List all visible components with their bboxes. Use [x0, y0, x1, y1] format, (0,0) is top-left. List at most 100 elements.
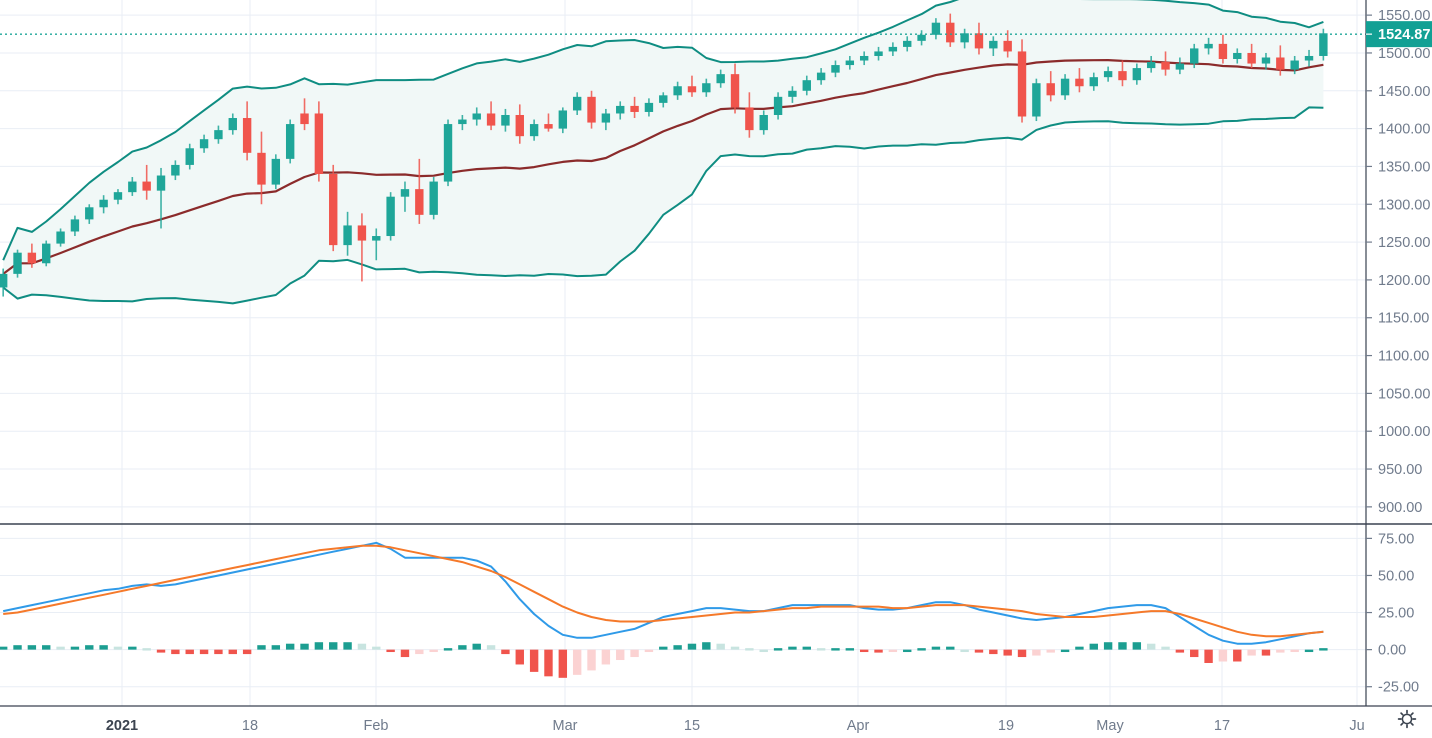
histogram-bar: [1161, 646, 1170, 650]
candle: [285, 119, 295, 164]
candle: [874, 46, 883, 61]
time-axis-labels[interactable]: 2021 18 Feb Mar 15 Apr 19 May 17 Ju: [106, 718, 1365, 734]
histogram-bar: [257, 645, 266, 650]
macd-macd-line: [2, 541, 1324, 645]
histogram-bar: [285, 643, 295, 650]
candle: [372, 228, 381, 261]
histogram-bar: [1075, 646, 1084, 650]
candle: [1261, 52, 1271, 70]
candle: [816, 68, 826, 85]
candle: [142, 164, 151, 200]
histogram-bar: [1190, 649, 1199, 658]
macd-tick-label: 25.00: [1378, 606, 1414, 622]
time-tick-label: May: [1096, 718, 1124, 734]
upper-band-line: [2, 0, 1324, 261]
histogram-bar: [544, 649, 553, 677]
histogram-bar: [917, 648, 926, 651]
candle: [343, 211, 352, 256]
time-tick-label: Mar: [553, 718, 578, 734]
histogram-bar: [874, 649, 883, 653]
candle: [989, 36, 998, 56]
histogram-bar: [113, 646, 123, 650]
candle: [903, 36, 912, 52]
candle: [917, 30, 926, 46]
candle: [1190, 43, 1199, 69]
histogram-bar: [156, 649, 166, 653]
candle: [1276, 45, 1285, 76]
candle: [1218, 34, 1228, 64]
candle: [400, 181, 410, 212]
candle: [616, 101, 625, 120]
current-price-badge[interactable]: 1524.87: [1366, 21, 1432, 48]
histogram-bar: [429, 649, 438, 653]
price-tick-label: 1150.00: [1378, 311, 1429, 327]
histogram-bar: [630, 649, 639, 658]
histogram-bar: [372, 646, 381, 650]
price-tick-label: 1350.00: [1378, 159, 1430, 175]
chart-settings-button[interactable]: [1390, 704, 1424, 734]
candle: [1032, 78, 1041, 122]
candle: [687, 75, 697, 97]
candle: [529, 119, 539, 141]
macd-tick-label: 50.00: [1378, 568, 1414, 584]
histogram-bar: [329, 642, 338, 650]
candle: [730, 63, 740, 114]
histogram-bar: [357, 643, 367, 650]
time-tick-label: Feb: [364, 718, 389, 734]
macd-axis-labels[interactable]: 75.00 50.00 25.00 0.00 -25.00: [1366, 531, 1419, 696]
histogram-bar: [1290, 649, 1299, 653]
histogram-bar: [1017, 649, 1027, 658]
histogram-bar: [242, 649, 252, 655]
histogram-bar: [730, 646, 740, 650]
candle: [558, 107, 568, 134]
candle: [1161, 51, 1170, 76]
histogram-bar: [529, 649, 539, 672]
candle: [716, 69, 725, 88]
lower-band-line: [2, 106, 1324, 305]
candle: [673, 81, 682, 100]
histogram-bar: [228, 649, 237, 655]
histogram-bar: [1146, 643, 1156, 650]
histogram-bar: [1218, 649, 1228, 662]
candlestick-series[interactable]: [0, 13, 1328, 297]
histogram-bar: [56, 646, 65, 650]
histogram-bar: [472, 643, 481, 650]
candle: [199, 134, 209, 153]
candle: [788, 86, 797, 103]
macd-tick-label: 75.00: [1378, 531, 1414, 547]
candle: [357, 213, 367, 282]
histogram-bar: [1003, 649, 1012, 656]
histogram-bar: [185, 649, 194, 655]
histogram-bar: [271, 645, 281, 650]
histogram-bar: [989, 649, 998, 655]
histogram-bar: [644, 649, 654, 653]
histogram-bar: [601, 649, 611, 665]
histogram-bar: [171, 649, 180, 655]
candle: [27, 243, 37, 268]
histogram-bar: [0, 646, 8, 650]
candle: [630, 96, 639, 119]
price-tick-label: 1000.00: [1378, 424, 1430, 440]
histogram-bar: [802, 646, 811, 650]
candle: [659, 92, 668, 108]
candle: [1118, 60, 1127, 87]
histogram-bar: [343, 642, 352, 650]
histogram-bar: [443, 648, 453, 651]
macd-histogram: [0, 642, 1328, 678]
histogram-bar: [816, 648, 826, 651]
candle: [1319, 28, 1328, 61]
candle: [228, 113, 237, 135]
candle: [1103, 66, 1113, 82]
histogram-bar: [587, 649, 596, 671]
candle: [257, 131, 266, 205]
histogram-bar: [716, 643, 725, 650]
price-axis-labels[interactable]: 1550.00 1500.00 1450.00 1400.00 1350.00 1300.…: [1366, 8, 1430, 516]
histogram-bar: [931, 646, 941, 650]
candle: [802, 75, 811, 96]
candle: [472, 107, 481, 126]
candle: [1204, 37, 1213, 55]
candle: [1046, 71, 1055, 102]
candle: [1290, 55, 1299, 75]
histogram-bar: [1046, 649, 1055, 653]
